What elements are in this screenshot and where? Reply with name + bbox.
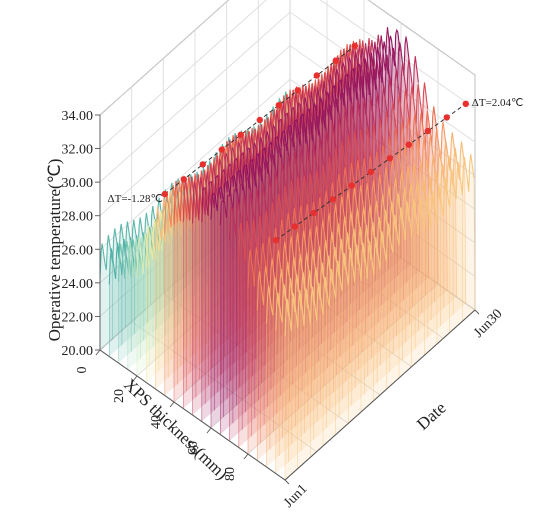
trend-marker bbox=[424, 127, 431, 135]
annotation-label: ΔT=-1.28℃ bbox=[108, 193, 163, 205]
date-tick-label: Jun1 bbox=[281, 482, 310, 511]
z-tick-label: 26.00 bbox=[62, 243, 94, 258]
z-tick-label: 30.00 bbox=[62, 176, 94, 191]
trend-marker bbox=[405, 141, 412, 148]
y-axis-title: Date bbox=[413, 398, 450, 434]
trend-marker bbox=[272, 237, 279, 244]
series-line bbox=[201, 27, 392, 223]
series-line bbox=[284, 153, 475, 337]
series-dropline bbox=[445, 146, 448, 291]
trend-marker bbox=[294, 87, 301, 94]
trend-marker bbox=[218, 146, 225, 153]
series-line bbox=[265, 132, 456, 324]
trend-marker bbox=[351, 42, 358, 50]
x-tick bbox=[95, 349, 101, 356]
x-tick-label: 80 bbox=[223, 467, 238, 481]
annotation-1: ΔT=2.04℃ bbox=[272, 97, 524, 244]
date-tick bbox=[474, 309, 480, 315]
series-layer bbox=[99, 27, 476, 480]
series-fill bbox=[285, 153, 475, 480]
series-dropline bbox=[464, 165, 467, 304]
trend-marker bbox=[332, 57, 339, 64]
date-tick bbox=[284, 479, 290, 485]
trend-marker bbox=[386, 155, 393, 162]
trend-marker bbox=[161, 190, 168, 198]
annotation-0: ΔT=-1.28℃ bbox=[108, 42, 358, 205]
series-line bbox=[210, 28, 401, 220]
trend-marker bbox=[237, 131, 244, 138]
x-tick bbox=[169, 401, 175, 408]
trend-marker bbox=[291, 223, 298, 230]
trend-marker bbox=[348, 182, 355, 189]
trend-marker bbox=[443, 114, 450, 121]
x-tick bbox=[206, 427, 212, 434]
trend-marker bbox=[462, 100, 469, 108]
z-tick-label: 24.00 bbox=[62, 277, 94, 292]
x-tick-label: 40 bbox=[149, 415, 164, 429]
date-axis-line bbox=[284, 309, 476, 481]
annotation-label: ΔT=2.04℃ bbox=[472, 97, 524, 109]
z-tick-label: 34.00 bbox=[62, 109, 94, 124]
front-frame bbox=[99, 115, 476, 481]
z-tick-label: 20.00 bbox=[62, 344, 94, 359]
x-tick-label: 60 bbox=[186, 441, 201, 455]
trend-marker bbox=[367, 168, 374, 176]
series-line bbox=[275, 141, 466, 331]
trend-marker bbox=[275, 102, 282, 109]
series-dropline bbox=[455, 156, 457, 298]
series-100mm bbox=[284, 153, 476, 480]
x-axis-line bbox=[99, 349, 286, 481]
trend-marker bbox=[256, 116, 263, 124]
trend-line bbox=[275, 103, 467, 241]
x-tick-label: 0 bbox=[75, 367, 90, 374]
trend-marker bbox=[329, 196, 336, 203]
trend-marker bbox=[199, 161, 206, 168]
z-axis-title: Operative temperature(℃) bbox=[45, 159, 64, 342]
trend-marker bbox=[180, 176, 187, 183]
z-tick-label: 22.00 bbox=[62, 310, 94, 325]
z-tick-label: 28.00 bbox=[62, 210, 94, 225]
x-tick bbox=[243, 453, 249, 460]
x-tick-label: 20 bbox=[112, 389, 127, 403]
series-dropline bbox=[473, 177, 476, 311]
annotation-layer: ΔT=-1.28℃ ΔT=2.04℃ bbox=[108, 42, 524, 244]
z-tick-label: 32.00 bbox=[62, 143, 94, 158]
x-tick bbox=[132, 375, 138, 382]
trend-marker bbox=[313, 72, 320, 79]
trend-marker bbox=[310, 209, 317, 217]
